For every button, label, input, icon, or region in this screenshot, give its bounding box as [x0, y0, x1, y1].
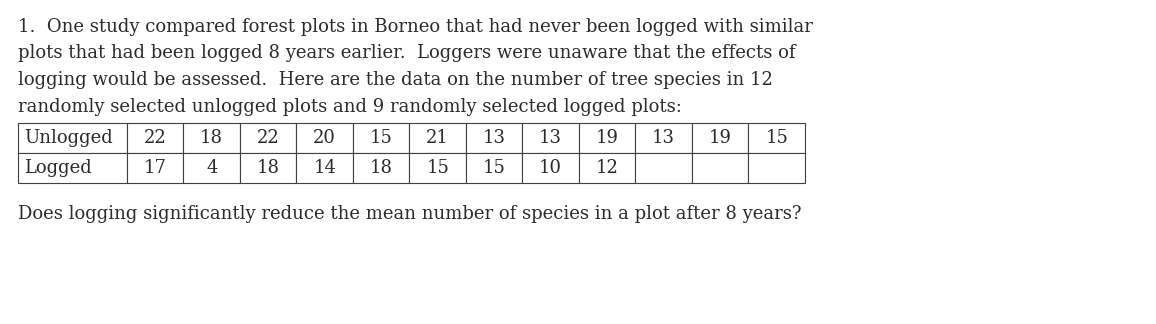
- Text: 13: 13: [539, 129, 562, 147]
- Bar: [127, 153, 184, 183]
- Bar: [636, 123, 692, 153]
- Text: 4: 4: [206, 159, 217, 177]
- Text: 14: 14: [313, 159, 336, 177]
- Text: 20: 20: [313, 129, 336, 147]
- Text: 15: 15: [370, 129, 393, 147]
- Text: 17: 17: [143, 159, 166, 177]
- Text: randomly selected unlogged plots and 9 randomly selected logged plots:: randomly selected unlogged plots and 9 r…: [18, 98, 682, 115]
- Bar: [296, 153, 353, 183]
- Bar: [18, 153, 127, 183]
- Text: 19: 19: [709, 129, 732, 147]
- Text: 10: 10: [539, 159, 562, 177]
- Bar: [240, 153, 296, 183]
- Text: 15: 15: [483, 159, 505, 177]
- Bar: [409, 153, 466, 183]
- Bar: [466, 153, 523, 183]
- Text: 22: 22: [143, 129, 166, 147]
- Bar: [579, 153, 636, 183]
- Bar: [184, 123, 240, 153]
- Text: 1.  One study compared forest plots in Borneo that had never been logged with si: 1. One study compared forest plots in Bo…: [18, 18, 813, 36]
- Bar: [748, 153, 805, 183]
- Bar: [692, 123, 748, 153]
- Bar: [466, 123, 523, 153]
- Text: 12: 12: [595, 159, 618, 177]
- Text: 15: 15: [427, 159, 450, 177]
- Bar: [240, 123, 296, 153]
- Text: logging would be assessed.  Here are the data on the number of tree species in 1: logging would be assessed. Here are the …: [18, 71, 773, 89]
- Text: 22: 22: [257, 129, 280, 147]
- Bar: [523, 123, 579, 153]
- Text: Unlogged: Unlogged: [24, 129, 113, 147]
- Bar: [692, 153, 748, 183]
- Text: 13: 13: [483, 129, 505, 147]
- Bar: [353, 123, 409, 153]
- Text: 18: 18: [200, 129, 223, 147]
- Text: 18: 18: [257, 159, 280, 177]
- Bar: [184, 153, 240, 183]
- Bar: [409, 123, 466, 153]
- Bar: [18, 123, 127, 153]
- Text: 19: 19: [595, 129, 618, 147]
- Text: plots that had been logged 8 years earlier.  Loggers were unaware that the effec: plots that had been logged 8 years earli…: [18, 44, 795, 63]
- Text: 13: 13: [652, 129, 675, 147]
- Text: Logged: Logged: [24, 159, 91, 177]
- Text: 21: 21: [427, 129, 450, 147]
- Bar: [296, 123, 353, 153]
- Bar: [127, 123, 184, 153]
- Text: 18: 18: [370, 159, 393, 177]
- Text: 15: 15: [765, 129, 788, 147]
- Bar: [579, 123, 636, 153]
- Bar: [523, 153, 579, 183]
- Bar: [353, 153, 409, 183]
- Bar: [748, 123, 805, 153]
- Bar: [636, 153, 692, 183]
- Text: Does logging significantly reduce the mean number of species in a plot after 8 y: Does logging significantly reduce the me…: [18, 205, 801, 223]
